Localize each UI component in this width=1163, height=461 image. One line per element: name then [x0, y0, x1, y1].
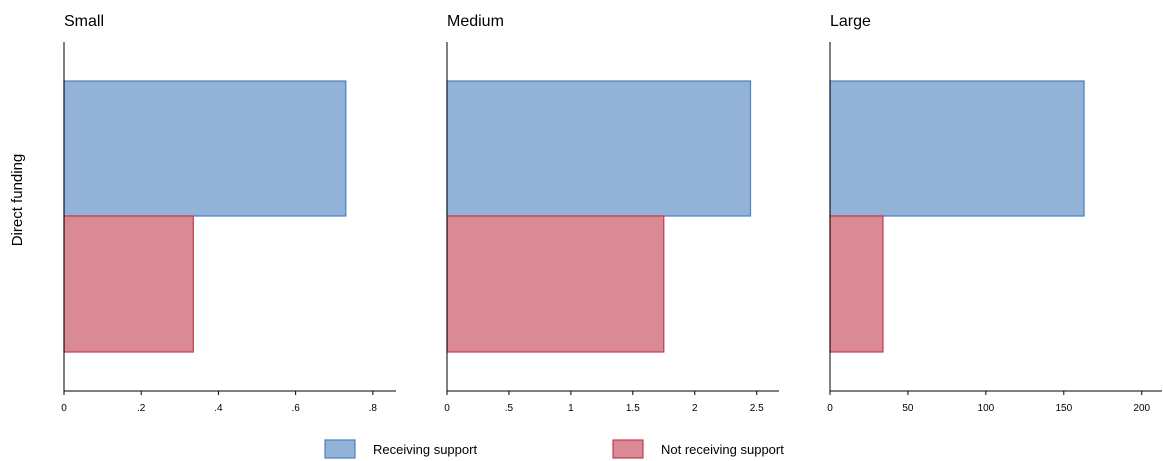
bar-not-receiving-support	[446, 215, 665, 353]
x-tick-label: 1.5	[626, 403, 640, 414]
x-tick-label: 1	[568, 403, 574, 414]
bar-not-receiving-support	[829, 215, 884, 353]
x-tick-label: 0	[61, 403, 67, 414]
x-tick-label: 0	[827, 403, 833, 414]
bar-receiving-support	[829, 80, 1085, 217]
panel-title: Medium	[447, 13, 504, 30]
x-tick-label: .6	[291, 403, 300, 414]
bar-not-receiving-support	[63, 215, 194, 353]
legend-item-receiving-support: Receiving support	[324, 439, 477, 459]
panel-title: Small	[64, 13, 104, 30]
x-tick-label: .2	[137, 403, 146, 414]
panel-title: Large	[830, 13, 871, 30]
x-tick-label: 2	[692, 403, 698, 414]
legend-swatch	[612, 439, 644, 459]
legend-label: Receiving support	[373, 442, 477, 457]
y-axis-label: Direct funding	[9, 154, 26, 247]
x-tick-label: 100	[978, 403, 995, 414]
panel-small: Small 0 .2 .4 .6 .8	[61, 13, 396, 414]
legend-swatch	[324, 439, 356, 459]
legend: Receiving support Not receiving support	[324, 439, 784, 459]
x-tick-label: .8	[369, 403, 378, 414]
panel-medium: Medium 0 .5 1 1.5 2 2.5	[444, 13, 779, 414]
x-tick-label: 0	[444, 403, 450, 414]
x-tick-label: 200	[1133, 403, 1150, 414]
bar-receiving-support	[63, 80, 347, 217]
chart-panels: Small 0 .2 .4 .6 .8 Medium 0 .5 1 1.5 2 2.5 Large 0 50 1…	[61, 13, 1162, 414]
x-tick-label: .5	[505, 403, 514, 414]
panel-large: Large 0 50 100 150 200	[827, 13, 1162, 414]
legend-item-not-receiving-support: Not receiving support	[612, 439, 784, 459]
x-tick-label: 50	[902, 403, 914, 414]
x-tick-label: .4	[214, 403, 223, 414]
x-tick-label: 2.5	[750, 403, 764, 414]
bar-receiving-support	[446, 80, 752, 217]
legend-label: Not receiving support	[661, 442, 784, 457]
x-tick-label: 150	[1055, 403, 1072, 414]
